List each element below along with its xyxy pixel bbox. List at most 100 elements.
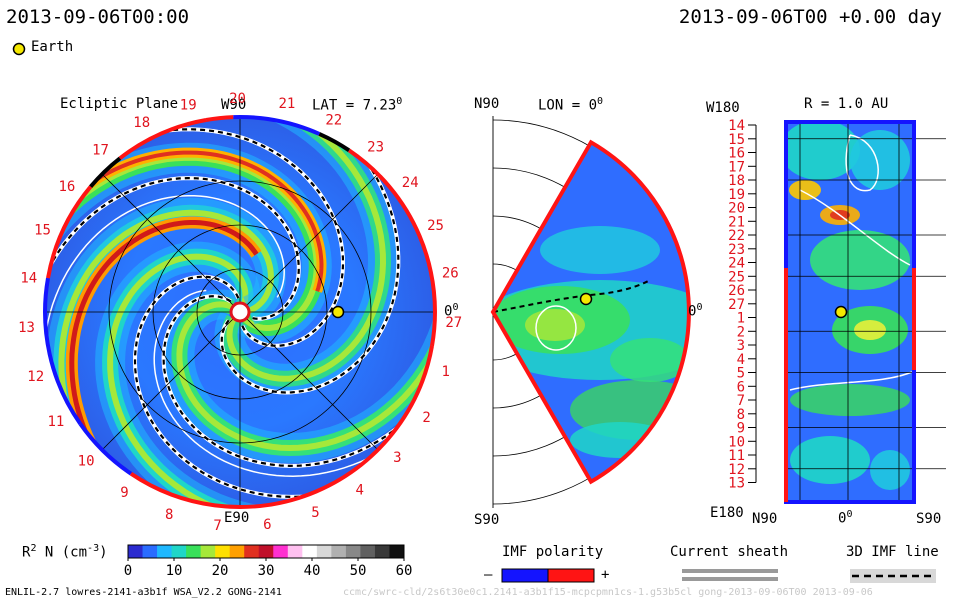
colorbar-cell xyxy=(244,545,260,558)
ecliptic-polarity-segment xyxy=(43,277,82,425)
ecliptic-polarity-segment xyxy=(233,115,321,136)
synoptic-carrington-label-17: 17 xyxy=(728,159,745,175)
ecliptic-carrington-label-27: 27 xyxy=(445,315,462,331)
imf-line-swatch xyxy=(850,569,936,583)
synoptic-left-axis-label: N90 xyxy=(752,511,778,527)
colorbar-tick-30: 30 xyxy=(257,563,275,579)
ecliptic-carrington-label-22: 22 xyxy=(325,113,342,129)
ecliptic-polarity-segment xyxy=(318,132,351,152)
ecliptic-carrington-label-21: 21 xyxy=(278,96,295,112)
ecliptic-polarity-segment xyxy=(118,118,207,160)
sun-inner-boundary xyxy=(229,301,251,323)
synoptic-carrington-label-2: 2 xyxy=(737,324,745,340)
ecliptic-radial-line xyxy=(101,311,241,451)
ecliptic-arm-core xyxy=(107,253,325,507)
synoptic-carrington-label-20: 20 xyxy=(728,201,745,217)
ecliptic-bottom-label: E90 xyxy=(224,510,250,526)
meridional-density-blob xyxy=(610,338,689,382)
date-left: 2013-09-06T00:00 xyxy=(6,6,190,28)
imf-negative-swatch xyxy=(501,568,549,583)
ecliptic-arm-core xyxy=(176,253,435,452)
ecliptic-carrington-label-14: 14 xyxy=(20,270,37,286)
synoptic-carrington-label-18: 18 xyxy=(728,173,745,189)
synoptic-carrington-label-9: 9 xyxy=(737,421,745,437)
synoptic-density-blob xyxy=(790,384,910,416)
meridional-right-label: 00 xyxy=(688,302,703,320)
colorbar-cell xyxy=(287,545,303,558)
ecliptic-carrington-label-20: 20 xyxy=(229,91,246,107)
synoptic-density-blob xyxy=(789,180,821,200)
colorbar-tick-40: 40 xyxy=(303,563,321,579)
imf-polarity-title: IMF polarity xyxy=(502,544,604,560)
ecliptic-carrington-label-4: 4 xyxy=(355,482,363,498)
ecliptic-carrington-label-26: 26 xyxy=(442,265,459,281)
colorbar-cell xyxy=(345,545,361,558)
ecliptic-imf-line xyxy=(162,295,435,468)
ecliptic-carrington-label-7: 7 xyxy=(213,518,221,534)
current-sheath-title: Current sheath xyxy=(670,544,789,560)
ecliptic-polarity-segment xyxy=(347,148,437,347)
ecliptic-title: Ecliptic Plane xyxy=(60,96,179,112)
meridional-density-blob xyxy=(570,422,670,458)
current-sheath-swatch xyxy=(682,569,778,581)
meridional-current-sheet-contour xyxy=(535,305,577,351)
ecliptic-carrington-label-1: 1 xyxy=(441,364,449,380)
ecliptic-carrington-label-9: 9 xyxy=(120,485,128,501)
synoptic-border xyxy=(784,120,916,504)
ecliptic-imf-line xyxy=(133,275,415,499)
meridional-imf-line xyxy=(493,279,651,313)
synoptic-current-sheet-contour xyxy=(845,134,879,192)
ecliptic-carrington-label-2: 2 xyxy=(422,410,430,426)
ecliptic-polarity-segment xyxy=(89,156,122,188)
synoptic-carrington-label-8: 8 xyxy=(737,407,745,423)
synoptic-carrington-label-13: 13 xyxy=(728,476,745,492)
ecliptic-current-sheet-contour xyxy=(45,194,285,410)
footer-left: ENLIL-2.7 lowres-2141-a3b1f WSA_V2.2 GON… xyxy=(5,587,282,598)
meridional-bottom-label: S90 xyxy=(474,512,500,528)
synoptic-carrington-label-24: 24 xyxy=(728,256,745,272)
synoptic-carrington-label-1: 1 xyxy=(737,311,745,327)
synoptic-carrington-label-15: 15 xyxy=(728,132,745,148)
synoptic-mid-axis-label: 00 xyxy=(838,509,853,527)
ecliptic-carrington-label-19: 19 xyxy=(180,97,197,113)
ecliptic-arm-core xyxy=(211,117,387,382)
ecliptic-imf-line xyxy=(220,117,400,394)
colorbar-cell xyxy=(331,545,347,558)
imf-positive-swatch xyxy=(547,568,595,583)
colorbar-cell xyxy=(171,545,187,558)
earth-marker-synoptic xyxy=(834,305,848,319)
ecliptic-carrington-label-15: 15 xyxy=(34,223,51,239)
colorbar-cell xyxy=(229,545,245,558)
colorbar-cell xyxy=(142,545,158,558)
colorbar-tick-60: 60 xyxy=(395,563,413,579)
synoptic-carrington-label-10: 10 xyxy=(728,434,745,450)
ecliptic-polarity-segment xyxy=(78,422,133,476)
synoptic-density-blob xyxy=(854,320,886,340)
synoptic-carrington-label-7: 7 xyxy=(737,393,745,409)
date-right: 2013-09-06T00 +0.00 day xyxy=(678,6,942,28)
colorbar-cell xyxy=(316,545,332,558)
ecliptic-carrington-label-10: 10 xyxy=(78,454,95,470)
synoptic-density-blob xyxy=(786,122,860,180)
lat-label: LAT = 7.230 xyxy=(312,96,403,114)
colorbar-tick-50: 50 xyxy=(349,563,367,579)
synoptic-carrington-label-3: 3 xyxy=(737,338,745,354)
ecliptic-radial-line xyxy=(239,311,379,451)
synoptic-carrington-label-19: 19 xyxy=(728,187,745,203)
synoptic-bottom-left-label: E180 xyxy=(710,505,744,521)
synoptic-density-blob xyxy=(790,436,870,484)
meridional-density-blob xyxy=(540,226,660,274)
ecliptic-top-label: W90 xyxy=(221,97,247,113)
synoptic-r-label: R = 1.0 AU xyxy=(804,96,889,112)
colorbar xyxy=(127,544,405,561)
earth-marker-ecliptic xyxy=(331,305,345,319)
synoptic-carrington-label-6: 6 xyxy=(737,379,745,395)
synoptic-density-blob xyxy=(810,230,910,290)
colorbar-cell xyxy=(389,545,405,558)
synoptic-carrington-labels: 1415161718192021222324252627123456789101… xyxy=(728,118,757,492)
earth-legend-icon xyxy=(12,42,26,56)
synoptic-carrington-label-27: 27 xyxy=(728,297,745,313)
ecliptic-carrington-label-25: 25 xyxy=(427,218,444,234)
colorbar-tick-0: 0 xyxy=(123,563,133,579)
